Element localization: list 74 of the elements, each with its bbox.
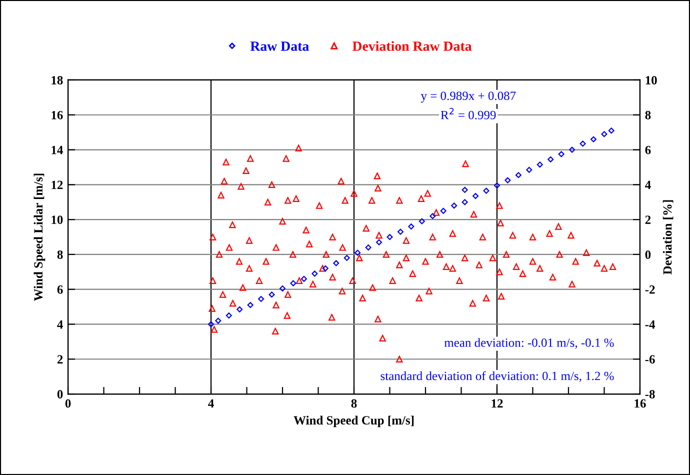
point	[268, 292, 275, 298]
y2-tick-label: 8	[645, 110, 651, 120]
point	[312, 270, 318, 277]
point	[258, 296, 264, 302]
point	[472, 192, 479, 200]
point	[215, 318, 222, 324]
y-tick-label: 4	[57, 320, 63, 329]
y2-tick-label: -4	[645, 320, 656, 329]
point	[354, 250, 361, 256]
point	[526, 166, 532, 173]
legend-label: Raw Data	[250, 42, 309, 51]
y-tick-label: 2	[57, 355, 63, 364]
point	[580, 140, 586, 147]
point	[300, 276, 307, 282]
point	[601, 131, 608, 138]
y2-axis-title: Deviation [%]	[662, 200, 674, 274]
y-tick-label: 8	[57, 250, 63, 259]
point	[504, 177, 511, 184]
point	[333, 260, 340, 266]
point	[440, 208, 446, 214]
annotation: R$^{2}$ = 0.999	[440, 108, 496, 120]
x-tick-label: 16	[634, 399, 646, 408]
y-axis-title: Wind Speed Lidar [m/s]	[34, 174, 46, 302]
x-tick-label: 4	[208, 399, 214, 408]
y-tick-label: 18	[52, 76, 63, 84]
legend-label: Deviation Raw Data	[352, 41, 472, 51]
point	[418, 218, 425, 224]
point	[208, 321, 214, 328]
point	[365, 244, 372, 250]
y2-tick-label: 2	[645, 216, 651, 224]
y2-tick-label: -8	[645, 390, 655, 398]
point	[344, 254, 350, 261]
annotation: mean deviation: -0.01 m/s, -0.1 %	[444, 338, 614, 349]
annotation: y = 0.989x + 0.087	[420, 92, 516, 103]
point	[558, 151, 564, 158]
point	[590, 136, 597, 142]
point	[462, 199, 468, 206]
point	[569, 146, 576, 153]
point	[548, 156, 554, 162]
y2-tick-label: 10	[646, 76, 657, 84]
x-tick-label: 12	[492, 399, 503, 408]
x-axis-title: Wind Speed Cup [m/s]	[294, 416, 414, 428]
point	[483, 188, 490, 194]
point	[290, 280, 296, 286]
point	[515, 172, 522, 178]
point	[408, 224, 414, 230]
y2-tick-label: 6	[645, 146, 651, 154]
point	[386, 234, 393, 240]
y-tick-label: 6	[57, 285, 63, 294]
point	[494, 182, 500, 189]
point	[247, 302, 254, 308]
point	[462, 186, 468, 193]
point	[322, 265, 328, 272]
point	[280, 285, 286, 292]
y-tick-label: 14	[52, 146, 63, 154]
point	[430, 213, 436, 220]
x-tick-label: 8	[351, 399, 357, 408]
y-tick-label: 10	[52, 216, 63, 224]
y2-tick-label: 0	[645, 250, 651, 259]
point	[397, 228, 404, 235]
y-tick-label: 0	[57, 390, 63, 398]
point	[236, 306, 243, 312]
annotation: standard deviation of deviation: 0.1 m/s, 1.2 %	[380, 371, 614, 382]
y2-tick-label: -2	[645, 285, 655, 294]
point	[226, 312, 232, 319]
y-tick-label: 12	[52, 180, 63, 189]
point	[608, 128, 614, 134]
point	[536, 162, 543, 168]
point	[376, 239, 382, 246]
y-tick-label: 16	[52, 110, 63, 120]
y2-tick-label: 4	[645, 180, 651, 189]
x-tick-label: 0	[65, 399, 71, 408]
y2-tick-label: -6	[645, 355, 655, 364]
point	[451, 202, 458, 209]
